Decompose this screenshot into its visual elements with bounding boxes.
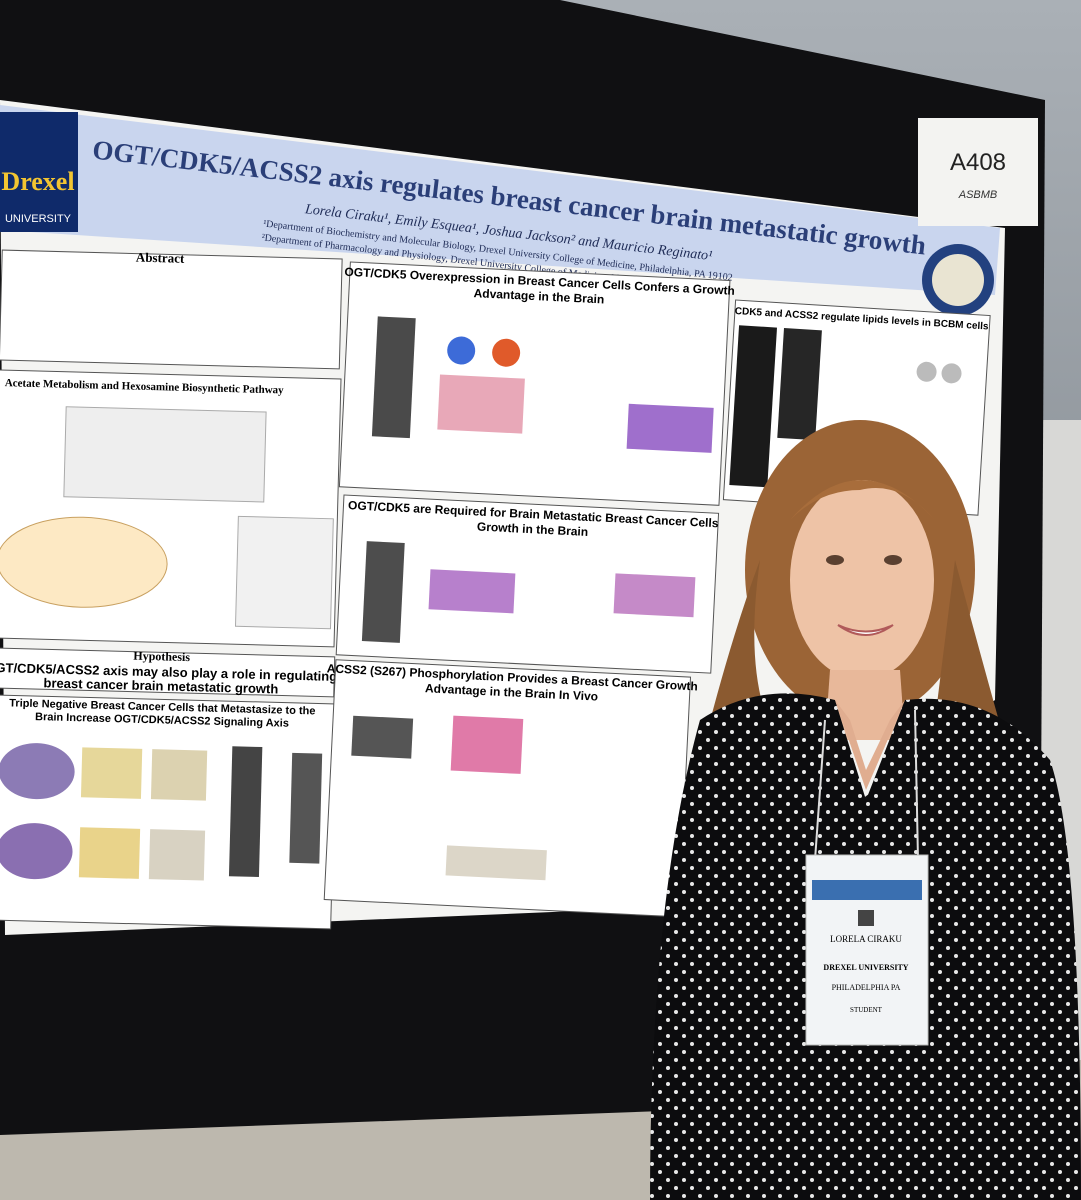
blot [289, 752, 323, 864]
hypothesis-panel [0, 647, 336, 698]
image [941, 363, 962, 384]
image [0, 823, 73, 880]
seal [932, 254, 984, 306]
section-title: Abstract [136, 250, 185, 266]
board-card [918, 118, 1038, 226]
image [916, 361, 937, 382]
image [626, 403, 714, 453]
blot [361, 541, 405, 643]
section-title: Growth in the Brain [477, 520, 589, 539]
board-number: A408 [950, 149, 1006, 176]
required-panel [335, 494, 720, 674]
image [80, 747, 143, 799]
logo-name: Drexel [1, 167, 74, 196]
badge-name: LORELA CIRAKU [830, 934, 902, 944]
blot [371, 316, 416, 439]
smile [837, 624, 894, 636]
image [445, 845, 547, 881]
eye [826, 555, 844, 565]
diagram [0, 516, 168, 608]
diagram [234, 515, 334, 630]
image [148, 829, 206, 881]
blot [351, 715, 414, 759]
image [447, 336, 476, 365]
image [78, 827, 141, 879]
section-title: Hypothesis [133, 649, 190, 664]
diagram [63, 406, 267, 503]
image [729, 325, 778, 488]
image [450, 715, 524, 774]
image [150, 749, 208, 801]
hair [790, 480, 935, 520]
image [428, 569, 516, 614]
qr-code [858, 910, 874, 926]
blot [228, 746, 263, 877]
lanyard [814, 719, 826, 861]
logo [0, 112, 78, 232]
badge-banner [812, 880, 922, 900]
badge-role: STUDENT [850, 1006, 883, 1014]
image [492, 338, 521, 367]
hypothesis: breast cancer brain metastatic growth [43, 675, 278, 696]
section-title: Advantage in the Brain [473, 286, 604, 306]
abstract-panel [0, 249, 343, 370]
face [790, 480, 934, 680]
logo-sub: UNIVERSITY [5, 213, 72, 225]
image [0, 743, 75, 800]
badge-institution: DREXEL UNIVERSITY [823, 963, 908, 972]
eye [884, 555, 902, 565]
image [613, 573, 696, 618]
image [777, 328, 822, 441]
image [437, 374, 525, 434]
tnbc-panel [0, 694, 338, 930]
neckline [835, 700, 905, 790]
board-society: ASBMB [958, 189, 998, 201]
title-band [0, 105, 1000, 295]
lanyard [914, 709, 919, 861]
badge-city: PHILADELPHIA PA [832, 983, 901, 992]
